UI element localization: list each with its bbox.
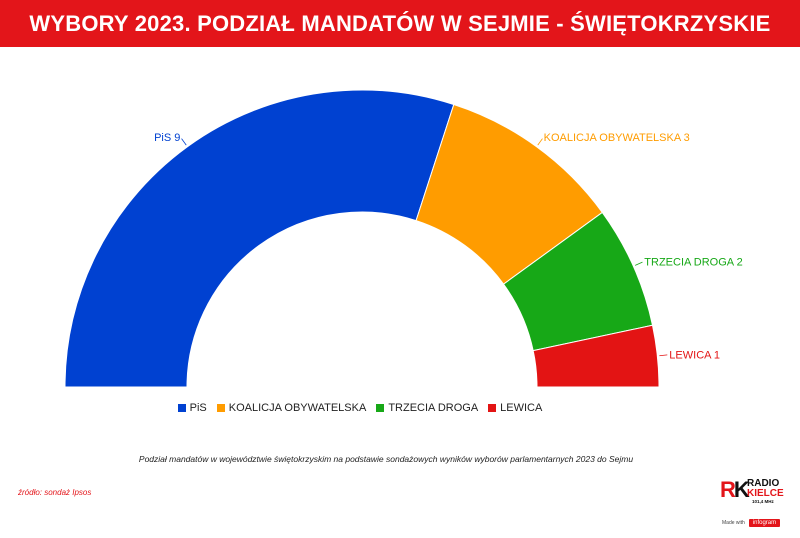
- data-label-lewica: LEWICA 1: [669, 350, 720, 362]
- leader-line-pis: [181, 138, 187, 146]
- legend-label-pis: PiS: [189, 402, 207, 414]
- legend-label-td: TRZECIA DROGA: [388, 402, 479, 414]
- made-with-label: Made with: [722, 520, 745, 526]
- slice-pis[interactable]: [64, 89, 455, 388]
- logo-frequency: 101,4 MHz: [752, 499, 774, 504]
- legend-item-pis[interactable]: PiS: [177, 402, 207, 414]
- legend-item-lewica[interactable]: LEWICA: [488, 402, 542, 414]
- seat-distribution-chart: PiS 9 KOALICJA OBYWATELSKA 3 TRZECIA DROGA…: [64, 89, 743, 388]
- legend-label-ko: KOALICJA OBYWATELSKA: [228, 402, 367, 414]
- source-note: źródło: sondaż Ipsos: [18, 488, 92, 497]
- legend-swatch-td: [376, 404, 385, 412]
- legend-item-ko[interactable]: KOALICJA OBYWATELSKA: [216, 402, 367, 414]
- slice-lewica[interactable]: [532, 324, 660, 388]
- data-label-ko: KOALICJA OBYWATELSKA 3: [544, 132, 690, 144]
- legend-swatch-pis: [177, 404, 186, 412]
- data-label-pis: PiS 9: [154, 132, 180, 144]
- leader-line-ko: [537, 138, 543, 146]
- chart-legend: PiS KOALICJA OBYWATELSKA TRZECIA DROGA LEWI…: [0, 402, 720, 414]
- header-bar: WYBORY 2023. PODZIAŁ MANDATÓW W SEJMIE -…: [0, 0, 800, 47]
- legend-swatch-ko: [216, 404, 225, 412]
- data-label-td: TRZECIA DROGA 2: [644, 256, 742, 268]
- page-title: WYBORY 2023. PODZIAŁ MANDATÓW W SEJMIE -…: [29, 10, 771, 36]
- made-with-badge[interactable]: Made with infogram: [722, 519, 781, 527]
- legend-label-lewica: LEWICA: [500, 402, 543, 414]
- radio-kielce-logo: RK RADIO KIELCE 101,4 MHz: [720, 477, 790, 505]
- logo-kielce: KIELCE: [747, 488, 784, 499]
- leader-line-td: [634, 261, 643, 266]
- legend-item-td[interactable]: TRZECIA DROGA: [376, 402, 478, 414]
- infogram-logo[interactable]: infogram: [748, 519, 781, 527]
- chart-caption: Podział mandatów w województwie świętokr…: [138, 454, 634, 464]
- logo-radio: RADIO: [747, 478, 780, 489]
- rk-mark: RK: [720, 477, 750, 502]
- leader-line-lewica: [659, 354, 668, 357]
- legend-swatch-lewica: [488, 404, 497, 412]
